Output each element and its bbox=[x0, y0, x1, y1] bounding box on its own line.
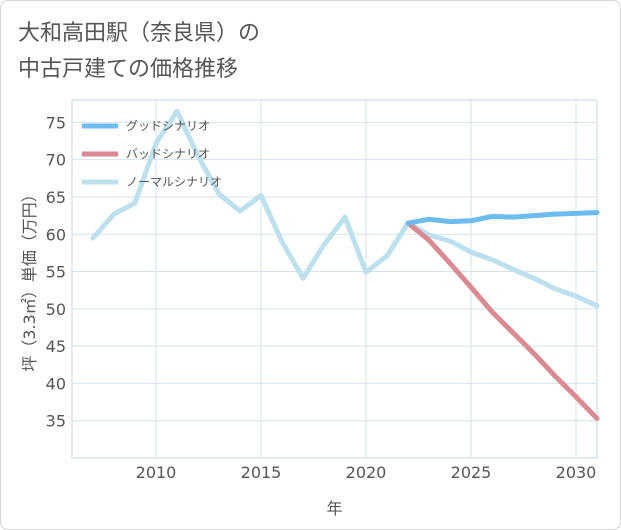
series-line-normal bbox=[90, 108, 600, 309]
x-tick-label: 2025 bbox=[451, 463, 492, 482]
chart-title-line-1: 大和高田駅（奈良県）の bbox=[18, 21, 261, 46]
legend-label-normal: ノーマルシナリオ bbox=[126, 175, 222, 189]
y-tick-label: 40 bbox=[46, 374, 66, 393]
y-tick-label: 65 bbox=[46, 188, 66, 207]
x-tick-label: 2015 bbox=[241, 463, 282, 482]
legend-label-bad: バッドシナリオ bbox=[126, 147, 210, 161]
grid-lines bbox=[72, 100, 597, 458]
y-tick-label: 50 bbox=[46, 300, 66, 319]
series-line-bad bbox=[405, 220, 600, 421]
y-tick-label: 60 bbox=[46, 225, 66, 244]
series-line-good bbox=[405, 210, 600, 226]
y-tick-label: 45 bbox=[46, 337, 66, 356]
chart-title-line-2: 中古戸建ての価格推移 bbox=[18, 57, 239, 82]
y-tick-label: 55 bbox=[46, 263, 66, 282]
x-tick-label: 2030 bbox=[556, 463, 597, 482]
chart-title: 大和高田駅（奈良県）の 中古戸建ての価格推移 bbox=[18, 16, 578, 88]
x-tick-label: 2010 bbox=[136, 463, 177, 482]
y-tick-label: 35 bbox=[46, 412, 66, 431]
plot-frame bbox=[71, 99, 598, 459]
y-tick-label: 70 bbox=[46, 151, 66, 170]
x-tick-label: 2020 bbox=[346, 463, 387, 482]
legend-label-good: グッドシナリオ bbox=[126, 119, 210, 133]
axis-ticks: 2010 2015 2020 2025 2030 35 40 45 50 55 60 65 70 75 bbox=[46, 113, 597, 482]
series-lines bbox=[90, 108, 600, 421]
x-axis-label: 年 bbox=[326, 499, 342, 518]
y-tick-label: 75 bbox=[46, 113, 66, 132]
y-axis-label: 坪（3.3㎡）単価（万円） bbox=[20, 186, 39, 371]
